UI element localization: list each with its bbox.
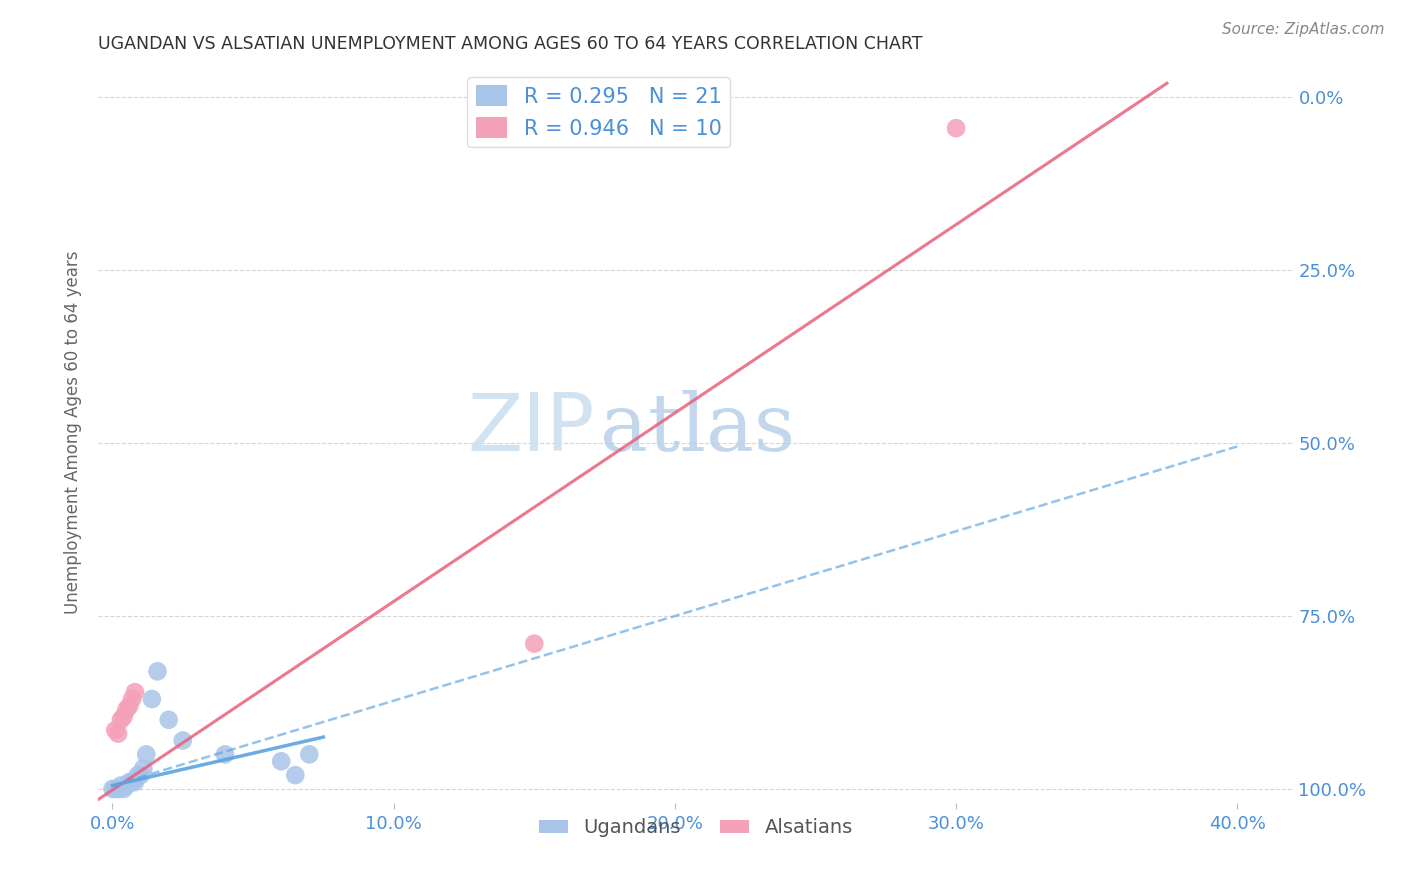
Point	[107, 726, 129, 740]
Text: atlas: atlas	[600, 390, 796, 468]
Point	[298, 747, 321, 762]
Point	[112, 781, 135, 796]
Point	[127, 768, 149, 782]
Point	[270, 754, 292, 768]
Point	[112, 709, 135, 723]
Point	[107, 781, 129, 796]
Text: ZIP: ZIP	[467, 390, 595, 468]
Point	[118, 775, 141, 789]
Point	[214, 747, 236, 762]
Point	[121, 775, 143, 789]
Point	[132, 761, 155, 775]
Point	[124, 775, 146, 789]
Point	[945, 121, 967, 136]
Legend: Ugandans, Alsatians: Ugandans, Alsatians	[531, 810, 860, 845]
Point	[124, 685, 146, 699]
Point	[129, 768, 152, 782]
Point	[284, 768, 307, 782]
Point	[172, 733, 194, 747]
Point	[110, 779, 132, 793]
Point	[146, 665, 169, 679]
Point	[115, 779, 138, 793]
Point	[118, 698, 141, 713]
Point	[523, 637, 546, 651]
Point	[135, 747, 157, 762]
Text: UGANDAN VS ALSATIAN UNEMPLOYMENT AMONG AGES 60 TO 64 YEARS CORRELATION CHART: UGANDAN VS ALSATIAN UNEMPLOYMENT AMONG A…	[98, 35, 922, 53]
Point	[115, 702, 138, 716]
Point	[110, 713, 132, 727]
Y-axis label: Unemployment Among Ages 60 to 64 years: Unemployment Among Ages 60 to 64 years	[65, 251, 83, 615]
Point	[104, 723, 127, 738]
Point	[104, 781, 127, 796]
Point	[157, 713, 180, 727]
Text: Source: ZipAtlas.com: Source: ZipAtlas.com	[1222, 22, 1385, 37]
Point	[141, 692, 163, 706]
Point	[101, 781, 124, 796]
Point	[121, 692, 143, 706]
